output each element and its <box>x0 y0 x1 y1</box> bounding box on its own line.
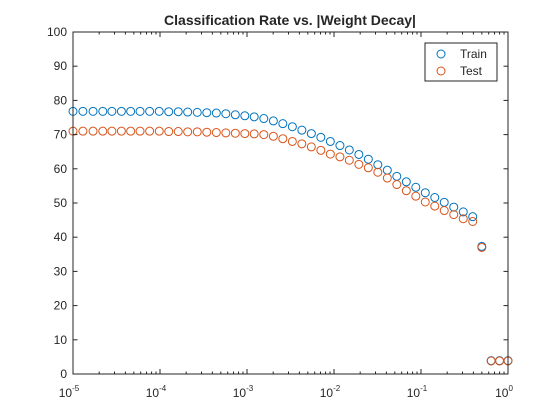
plot-box <box>73 32 508 374</box>
x-tick-label: 100 <box>495 384 513 400</box>
y-tick-label: 60 <box>54 162 68 176</box>
y-tick-label: 90 <box>54 59 68 73</box>
y-tick-label: 40 <box>54 230 68 244</box>
legend-label-test: Test <box>460 64 483 78</box>
legend: Train Test <box>425 43 497 81</box>
chart-title: Classification Rate vs. |Weight Decay| <box>164 12 416 28</box>
y-tick-label: 100 <box>47 25 67 39</box>
y-tick-label: 80 <box>54 93 68 107</box>
x-tick-label: 10-5 <box>59 384 80 400</box>
y-tick-label: 30 <box>54 264 68 278</box>
plot-area: 0 10 20 30 40 50 60 70 80 90 100 10-5 10-4 10-3 10-2 10… <box>47 25 513 400</box>
y-tick-label: 0 <box>60 367 67 381</box>
x-tick-label: 10-2 <box>320 384 341 400</box>
x-tick-label: 10-1 <box>407 384 428 400</box>
x-tick-label: 10-4 <box>146 384 167 400</box>
x-tick-label: 10-3 <box>233 384 254 400</box>
legend-label-train: Train <box>460 47 487 61</box>
y-tick-label: 70 <box>54 128 68 142</box>
y-tick-label: 20 <box>54 299 68 313</box>
y-tick-label: 50 <box>54 196 68 210</box>
y-tick-label: 10 <box>54 333 68 347</box>
